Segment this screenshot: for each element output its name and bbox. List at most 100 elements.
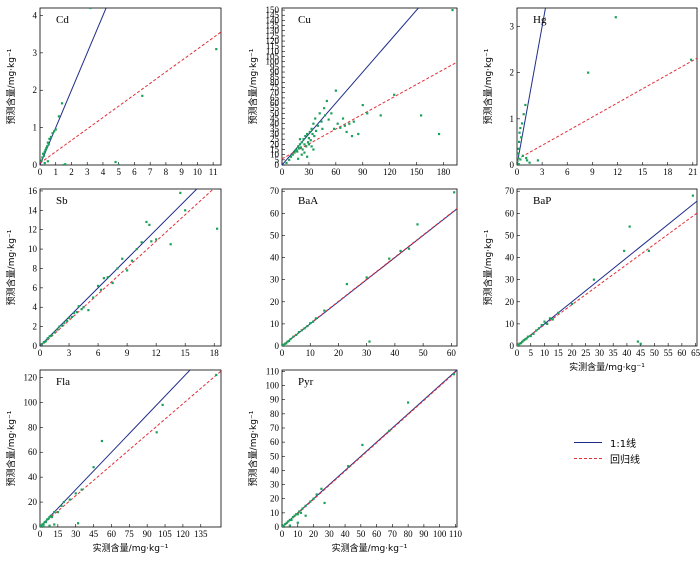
plot-lines bbox=[40, 8, 221, 165]
y-tick-label: 145 bbox=[266, 10, 280, 20]
x-axis-label: 实测含量/mg·kg⁻¹ bbox=[332, 542, 408, 554]
data-point bbox=[332, 127, 336, 130]
y-tick-label: 1 bbox=[510, 114, 515, 124]
data-point bbox=[60, 102, 64, 105]
data-point bbox=[72, 311, 75, 315]
plot-frame bbox=[516, 188, 698, 347]
x-tick-label: 7 bbox=[148, 167, 153, 177]
y-tick-label: 12 bbox=[28, 225, 37, 235]
x-tick-label: 45 bbox=[636, 348, 646, 358]
y-tick-label: 2 bbox=[33, 85, 38, 95]
y-axis-label: 预测含量/mg·kg⁻¹ bbox=[247, 48, 259, 124]
data-point bbox=[437, 132, 441, 136]
x-tick-label: 30 bbox=[71, 529, 81, 539]
data-point bbox=[304, 504, 307, 507]
x-tick-label: 40 bbox=[622, 348, 632, 358]
y-tick-label: 65 bbox=[270, 93, 280, 103]
y-tick-label: 50 bbox=[270, 230, 280, 240]
data-point bbox=[309, 139, 312, 142]
y-axis-label: 预测含量/mg·kg⁻¹ bbox=[5, 229, 17, 305]
plot-frame bbox=[39, 7, 222, 166]
data-point bbox=[518, 131, 521, 134]
data-point bbox=[325, 99, 328, 103]
data-point bbox=[647, 249, 651, 253]
regression-line bbox=[517, 57, 697, 160]
data-point bbox=[320, 487, 323, 490]
y-tick-label: 45 bbox=[270, 114, 280, 124]
data-point bbox=[313, 134, 316, 138]
y-tick-label: 100 bbox=[24, 397, 38, 407]
regression-line bbox=[282, 208, 457, 346]
plot-frame bbox=[281, 188, 458, 347]
data-point bbox=[517, 162, 520, 165]
data-point bbox=[293, 151, 296, 154]
data-point bbox=[315, 493, 318, 496]
data-point bbox=[310, 127, 313, 130]
data-point bbox=[407, 401, 410, 404]
x-tick-label: 3 bbox=[540, 167, 545, 177]
data-point bbox=[68, 498, 71, 501]
regression-line bbox=[282, 61, 457, 160]
data-point bbox=[393, 93, 396, 96]
data-point bbox=[61, 324, 64, 327]
data-point bbox=[453, 191, 456, 194]
data-point bbox=[352, 120, 355, 123]
x-tick-label: 0 bbox=[515, 167, 520, 177]
x-tick-label: 9 bbox=[125, 348, 130, 358]
plot-frame bbox=[281, 7, 458, 166]
data-point bbox=[529, 334, 532, 338]
data-point bbox=[311, 320, 315, 323]
data-point bbox=[306, 132, 309, 136]
data-point bbox=[368, 340, 371, 343]
x-tick-label: 0 bbox=[280, 348, 285, 358]
data-point bbox=[296, 513, 299, 516]
data-point bbox=[48, 335, 51, 338]
data-point bbox=[519, 158, 522, 161]
data-point bbox=[339, 126, 342, 129]
data-point bbox=[155, 238, 158, 241]
data-point bbox=[546, 322, 549, 325]
data-point bbox=[540, 323, 543, 327]
data-point bbox=[66, 319, 69, 322]
y-tick-label: 60 bbox=[505, 208, 515, 218]
panel-pyr: 0 10 20 30 40 50 60 70 80 90 100 110010203040506070… bbox=[247, 366, 463, 554]
regression-line bbox=[517, 212, 697, 346]
x-tick-label: 50 bbox=[356, 529, 366, 539]
data-point bbox=[141, 94, 144, 97]
legend-reg-label: 回归线 bbox=[610, 455, 640, 466]
data-point bbox=[126, 269, 129, 272]
x-tick-label: 110 bbox=[449, 529, 463, 539]
y-tick-label: 55 bbox=[270, 103, 280, 113]
data-point bbox=[48, 137, 51, 140]
x-tick-label: 9 bbox=[179, 167, 184, 177]
data-point bbox=[309, 322, 312, 325]
data-point bbox=[517, 160, 519, 163]
data-point bbox=[345, 282, 349, 286]
y-tick-label: 115 bbox=[266, 41, 280, 51]
y-tick-label: 95 bbox=[270, 62, 280, 72]
data-point bbox=[92, 466, 95, 469]
y-tick-label: 135 bbox=[266, 21, 280, 31]
y-tick-label: 130 bbox=[266, 26, 280, 36]
x-tick-label: 0 bbox=[280, 529, 285, 539]
data-point bbox=[296, 150, 299, 153]
y-tick-label: 70 bbox=[270, 423, 280, 433]
x-tick-label: 120 bbox=[383, 167, 397, 177]
data-point bbox=[345, 130, 348, 134]
y-tick-label: 105 bbox=[266, 52, 280, 62]
data-point bbox=[452, 373, 455, 376]
y-tick-label: 80 bbox=[270, 409, 280, 419]
data-point bbox=[56, 328, 59, 331]
y-tick-label: 4 bbox=[33, 302, 38, 312]
x-tick-label: 50 bbox=[650, 348, 660, 358]
data-point bbox=[111, 281, 114, 285]
x-tick-label: 75 bbox=[125, 529, 135, 539]
x-tick-label: 120 bbox=[176, 529, 190, 539]
y-tick-label: 30 bbox=[270, 129, 280, 139]
data-point bbox=[63, 321, 66, 324]
x-tick-label: 20 bbox=[334, 348, 344, 358]
data-point bbox=[298, 138, 302, 141]
y-tick-label: 110 bbox=[266, 366, 280, 376]
data-point bbox=[379, 114, 382, 117]
data-point bbox=[75, 310, 78, 314]
